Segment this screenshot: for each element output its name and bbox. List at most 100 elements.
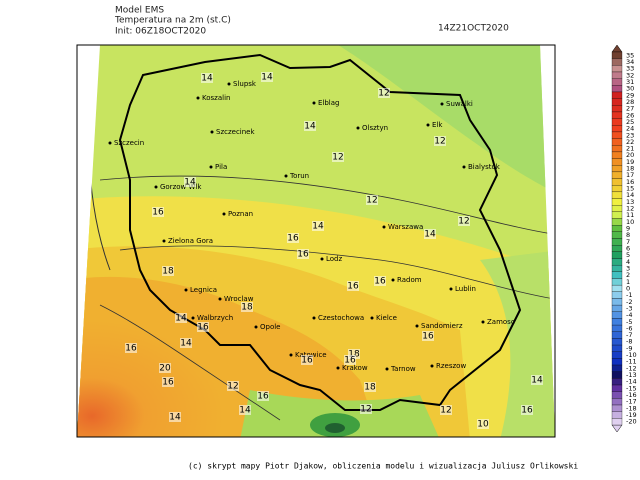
colorbar-cell [611, 138, 623, 146]
contour-label: 16 [422, 332, 434, 342]
contour-label-bg [152, 207, 164, 217]
colorbar-cell [611, 58, 623, 66]
city-label: Rzeszow [436, 362, 466, 370]
colorbar-cell [611, 85, 623, 93]
colorbar-label: -6 [626, 324, 632, 332]
city-label: Koszalin [202, 94, 230, 102]
city-marker [254, 325, 258, 329]
contour-label: 12 [458, 217, 469, 227]
colorbar-cell [611, 271, 623, 279]
city-label: Slupsk [233, 80, 257, 88]
colorbar-cell [611, 158, 623, 166]
colorbar-cell [611, 264, 623, 272]
contour-label-bg [360, 404, 372, 414]
contour-label: 18 [348, 350, 360, 360]
city-label: Krakow [342, 364, 368, 372]
colorbar-label: 21 [626, 145, 634, 153]
contour-label: 16 [521, 406, 533, 416]
city-label: Pila [215, 163, 227, 171]
contour-label-bg [201, 73, 213, 83]
colorbar-label: -2 [626, 298, 632, 306]
colorbar-cell [611, 238, 623, 246]
city-label: Szczecinek [216, 128, 255, 136]
city-marker [191, 316, 195, 320]
contour-label: 14 [261, 73, 273, 83]
valid-time: 14Z21OCT2020 [438, 24, 509, 34]
contour-label: 12 [227, 382, 238, 392]
city-marker [184, 288, 188, 292]
colorbar-cell [611, 245, 623, 252]
colorbar-cell [611, 71, 623, 79]
contour-label: 16 [297, 250, 309, 260]
map-frame [76, 44, 556, 438]
colorbar-label: -9 [626, 344, 632, 352]
colorbar-cell [611, 231, 623, 239]
colorbar-label: 6 [626, 244, 630, 252]
contour-label-bg [348, 349, 360, 359]
colorbar-label: 4 [626, 258, 630, 266]
colorbar-cell [611, 384, 623, 392]
colorbar-label: 29 [626, 91, 634, 99]
colorbar-cell [611, 344, 623, 352]
city-marker [227, 82, 231, 86]
city-label: Torun [289, 172, 309, 180]
colorbar-cell [611, 165, 623, 173]
contour-label: 12 [360, 405, 371, 415]
contour-label: 16 [257, 392, 269, 402]
colorbar-cell [611, 371, 623, 379]
contour-label: 16 [347, 282, 359, 292]
colorbar-cell [611, 105, 623, 113]
colorbar-label: 20 [626, 151, 634, 159]
contour-label-bg [287, 233, 299, 243]
colorbar-cell [611, 411, 623, 419]
credit: (c) skrypt mapy Piotr Djakow, obliczenia… [188, 462, 578, 471]
colorbar-label: 22 [626, 138, 634, 146]
contour-label-bg [458, 216, 470, 226]
colorbar-cell [611, 185, 623, 193]
contour-label: 16 [374, 277, 386, 287]
contour-label: 16 [152, 208, 164, 218]
colorbar-label: 26 [626, 111, 634, 119]
colorbar-cell [611, 65, 623, 73]
city-marker [289, 353, 293, 357]
colorbar-label: 2 [626, 271, 630, 279]
contour-label-bg [304, 121, 316, 131]
colorbar-label: 35 [626, 51, 634, 59]
city-marker [426, 123, 430, 127]
city-label: Opole [260, 323, 281, 331]
contour-label: 18 [241, 303, 253, 313]
city-marker [312, 316, 316, 320]
colorbar-cell [611, 78, 623, 86]
colorbar-label: 34 [626, 58, 634, 66]
contour-label: 16 [301, 356, 313, 366]
city-label: Kielce [376, 314, 397, 322]
city-label: Poznan [228, 210, 253, 218]
contour-label: 12 [332, 153, 343, 163]
city-marker [481, 320, 485, 324]
colorbar-cell [611, 258, 623, 266]
colorbar-cell [611, 291, 623, 299]
colorbar-cell [611, 198, 623, 206]
contour-label-bg [434, 136, 446, 146]
colorbar-cell [611, 118, 623, 126]
colorbar-label: -7 [626, 331, 632, 339]
colorbar-label: -8 [626, 338, 632, 346]
city-marker [415, 324, 419, 328]
colorbar-label: 13 [626, 198, 634, 206]
contour-label-bg [162, 266, 174, 276]
colorbar-top-arrow [611, 44, 623, 53]
city-label: Legnica [190, 286, 217, 294]
colorbar-cell [611, 324, 623, 332]
colorbar-label: -13 [626, 371, 637, 379]
variable: Temperatura na 2m (st.C) [114, 16, 231, 26]
colorbar-cell [611, 358, 623, 366]
city-label: Czestochowa [318, 314, 364, 322]
contour-label: 12 [434, 137, 445, 147]
colorbar-cell [611, 98, 623, 106]
contour-label-bg [422, 331, 434, 341]
contour-label-bg [175, 313, 187, 323]
contour-label: 16 [287, 234, 299, 244]
colorbar-label: 25 [626, 118, 634, 126]
map [77, 45, 555, 437]
